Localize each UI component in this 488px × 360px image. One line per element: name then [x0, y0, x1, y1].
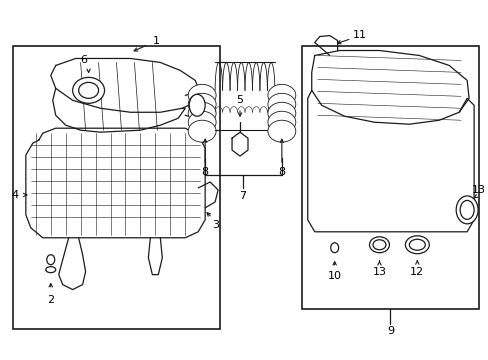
Ellipse shape	[47, 255, 55, 265]
Ellipse shape	[267, 84, 295, 106]
Ellipse shape	[267, 102, 295, 124]
Bar	[13, 45, 220, 329]
Ellipse shape	[267, 93, 295, 115]
Text: 12: 12	[409, 267, 424, 276]
Ellipse shape	[188, 93, 216, 115]
Ellipse shape	[455, 196, 477, 224]
Text: 6: 6	[80, 55, 87, 66]
Ellipse shape	[330, 243, 338, 253]
Ellipse shape	[267, 120, 295, 142]
Text: 13: 13	[471, 185, 485, 195]
Text: 8: 8	[201, 167, 208, 177]
Text: 10: 10	[327, 271, 341, 281]
Ellipse shape	[189, 94, 205, 116]
Ellipse shape	[73, 77, 104, 103]
Ellipse shape	[405, 236, 428, 254]
Ellipse shape	[188, 84, 216, 106]
Ellipse shape	[79, 82, 99, 98]
Ellipse shape	[188, 102, 216, 124]
Ellipse shape	[369, 237, 388, 253]
Text: 8: 8	[278, 167, 285, 177]
Text: 5: 5	[236, 95, 243, 105]
Text: 1: 1	[153, 36, 160, 46]
Ellipse shape	[188, 120, 216, 142]
Text: 3: 3	[212, 220, 219, 230]
Text: 4: 4	[11, 190, 19, 200]
Ellipse shape	[267, 111, 295, 133]
Text: 9: 9	[386, 327, 393, 336]
Ellipse shape	[188, 111, 216, 133]
Ellipse shape	[46, 267, 56, 273]
Ellipse shape	[408, 239, 425, 250]
Text: 11: 11	[352, 30, 366, 40]
Ellipse shape	[372, 240, 385, 250]
Ellipse shape	[459, 201, 473, 219]
Text: 13: 13	[372, 267, 386, 276]
Text: 2: 2	[47, 294, 54, 305]
Text: 7: 7	[239, 191, 246, 201]
Bar	[301, 45, 478, 310]
